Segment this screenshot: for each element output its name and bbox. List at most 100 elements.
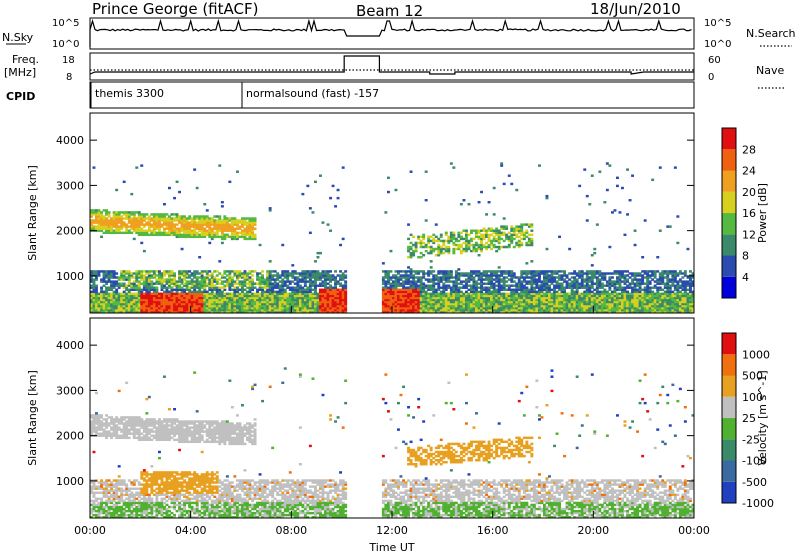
heatmap-cell: [596, 301, 599, 303]
heatmap-cell: [128, 215, 131, 217]
heatmap-cell: [216, 283, 219, 285]
heatmap-cell: [417, 278, 420, 280]
heatmap-cell: [402, 283, 405, 285]
heatmap-cell: [329, 305, 332, 307]
heatmap-cell: [530, 234, 533, 236]
heatmap-cell: [301, 295, 304, 297]
heatmap-cell: [473, 295, 476, 297]
heatmap-cell: [422, 272, 425, 274]
heatmap-cell: [442, 252, 445, 254]
heatmap-cell: [145, 283, 148, 285]
heatmap-cell: [603, 272, 606, 274]
heatmap-cell: [598, 278, 601, 280]
heatmap-cell: [113, 295, 116, 297]
heatmap-cell: [478, 254, 481, 256]
heatmap-cell: [176, 181, 179, 183]
heatmap-cell: [576, 272, 579, 274]
heatmap-cell: [166, 305, 169, 307]
heatmap-cell: [598, 171, 601, 173]
heatmap-cell: [495, 301, 498, 303]
heatmap-cell: [483, 283, 486, 285]
heatmap-cell: [520, 232, 523, 234]
heatmap-cell: [153, 287, 156, 289]
heatmap-cell: [654, 293, 657, 295]
heatmap-cell: [588, 203, 591, 205]
heatmap-cell: [105, 272, 108, 274]
heatmap-cell: [485, 283, 488, 285]
heatmap-cell: [505, 225, 508, 227]
heatmap-cell: [596, 278, 599, 280]
heatmap-cell: [581, 295, 584, 297]
heatmap-cell: [339, 305, 342, 307]
heatmap-cell: [140, 289, 143, 291]
heatmap-cell: [563, 301, 566, 303]
heatmap-cell: [493, 301, 496, 303]
heatmap-cell: [130, 289, 133, 291]
heatmap-cell: [495, 250, 498, 252]
heatmap-cell: [198, 289, 201, 291]
heatmap-cell: [218, 221, 221, 223]
heatmap-cell: [113, 305, 116, 307]
heatmap-cell: [551, 305, 554, 307]
heatmap-cell: [568, 278, 571, 280]
heatmap-cell: [193, 215, 196, 217]
heatmap-cell: [301, 270, 304, 272]
heatmap-cell: [535, 283, 538, 285]
heatmap-cell: [286, 270, 289, 272]
heatmap-cell: [573, 278, 576, 280]
heatmap-cell: [515, 295, 518, 297]
heatmap-cell: [211, 289, 214, 291]
heatmap-cell: [135, 305, 138, 307]
heatmap-cell: [387, 278, 390, 280]
heatmap-cell: [221, 238, 224, 240]
heatmap-cell: [140, 301, 143, 303]
heatmap-cell: [480, 250, 483, 252]
heatmap-cell: [118, 211, 121, 213]
heatmap-cell: [420, 278, 423, 280]
heatmap-cell: [259, 283, 262, 285]
heatmap-cell: [626, 213, 629, 215]
heatmap-cell: [508, 301, 511, 303]
heatmap-cell: [244, 238, 247, 240]
heatmap-cell: [475, 250, 478, 252]
heatmap-cell: [294, 305, 297, 307]
heatmap-cell: [150, 301, 153, 303]
heatmap-cell: [239, 219, 242, 221]
heatmap-cell: [608, 164, 611, 166]
heatmap-cell: [231, 293, 234, 295]
heatmap-cell: [296, 272, 299, 274]
heatmap-cell: [216, 278, 219, 280]
heatmap-cell: [130, 232, 133, 234]
heatmap-cell: [631, 295, 634, 297]
heatmap-cell: [553, 276, 556, 278]
heatmap-cell: [452, 250, 455, 252]
heatmap-cell: [384, 301, 387, 303]
heatmap-cell: [196, 221, 199, 223]
heatmap-cell: [528, 234, 531, 236]
heatmap-cell: [319, 289, 322, 291]
heatmap-cell: [271, 295, 274, 297]
heatmap-cell: [405, 305, 408, 307]
heatmap-cell: [296, 289, 299, 291]
heatmap-cell: [583, 305, 586, 307]
heatmap-cell: [155, 301, 158, 303]
heatmap-cell: [239, 289, 242, 291]
heatmap-cell: [598, 301, 601, 303]
heatmap-cell: [108, 211, 111, 213]
heatmap-cell: [470, 305, 473, 307]
heatmap-cell: [430, 301, 433, 303]
heatmap-cell: [538, 285, 541, 287]
heatmap-cell: [296, 278, 299, 280]
heatmap-cell: [138, 211, 141, 213]
freq-tick-bottom: 8: [66, 72, 72, 83]
heatmap-cell: [452, 283, 455, 285]
heatmap-cell: [551, 289, 554, 291]
heatmap-cell: [254, 270, 257, 272]
heatmap-cell: [525, 236, 528, 238]
heatmap-cell: [125, 211, 128, 213]
heatmap-cell: [223, 234, 226, 236]
heatmap-cell: [468, 278, 471, 280]
heatmap-cell: [183, 283, 186, 285]
heatmap-cell: [468, 301, 471, 303]
heatmap-cell: [538, 270, 541, 272]
